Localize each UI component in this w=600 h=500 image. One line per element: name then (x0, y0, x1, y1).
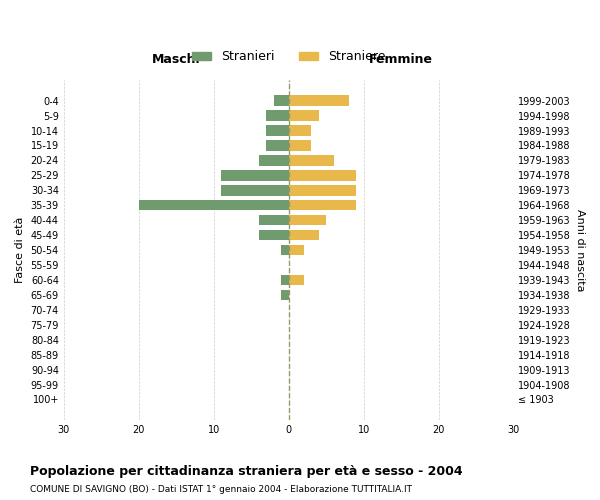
Text: Femmine: Femmine (369, 54, 433, 66)
Bar (274, 96, 289, 106)
Bar (289, 215, 326, 226)
Legend: Stranieri, Straniere: Stranieri, Straniere (187, 46, 391, 68)
Text: COMUNE DI SAVIGNO (BO) - Dati ISTAT 1° gennaio 2004 - Elaborazione TUTTITALIA.IT: COMUNE DI SAVIGNO (BO) - Dati ISTAT 1° g… (30, 485, 412, 494)
Bar (289, 170, 356, 180)
Bar (281, 274, 289, 285)
Y-axis label: Fasce di età: Fasce di età (15, 217, 25, 283)
Bar (289, 126, 311, 136)
Bar (139, 200, 289, 210)
Bar (221, 185, 289, 196)
Text: Popolazione per cittadinanza straniera per età e sesso - 2004: Popolazione per cittadinanza straniera p… (30, 465, 463, 478)
Bar (281, 245, 289, 256)
Bar (266, 126, 289, 136)
Bar (289, 274, 304, 285)
Bar (266, 140, 289, 150)
Bar (289, 200, 356, 210)
Bar (259, 215, 289, 226)
Bar (289, 96, 349, 106)
Bar (221, 170, 289, 180)
Bar (289, 110, 319, 121)
Bar (289, 245, 304, 256)
Y-axis label: Anni di nascita: Anni di nascita (575, 209, 585, 292)
Bar (266, 110, 289, 121)
Bar (289, 140, 311, 150)
Bar (259, 230, 289, 240)
Bar (289, 155, 334, 166)
Bar (259, 155, 289, 166)
Bar (289, 230, 319, 240)
Text: Maschi: Maschi (152, 54, 200, 66)
Bar (289, 185, 356, 196)
Bar (281, 290, 289, 300)
